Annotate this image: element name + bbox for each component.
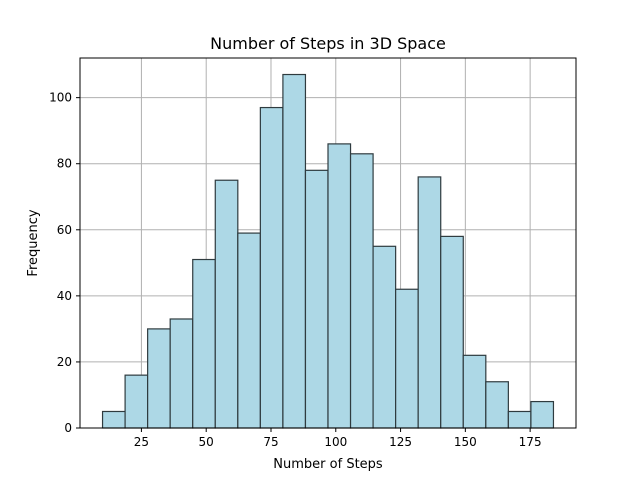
histogram-bar	[124, 374, 149, 429]
x-tick-label: 150	[454, 435, 477, 449]
histogram-bar	[169, 318, 194, 429]
x-tick-label: 100	[324, 435, 347, 449]
histogram-bar	[237, 232, 261, 429]
y-tick-label: 40	[57, 289, 72, 303]
x-tick-label: 50	[199, 435, 214, 449]
histogram-bar	[485, 381, 509, 429]
histogram-bar	[282, 73, 307, 429]
x-tick-label: 75	[263, 435, 278, 449]
histogram-bar	[147, 328, 171, 429]
x-axis-ticks: 25 50 75 100 125 150 175	[134, 428, 542, 449]
histogram-bar	[101, 410, 126, 429]
x-tick-label: 25	[134, 435, 149, 449]
x-tick-label: 125	[389, 435, 412, 449]
y-tick-label: 60	[57, 223, 72, 237]
histogram-bar	[259, 106, 284, 429]
y-axis-label: Frequency	[26, 209, 41, 276]
y-tick-label: 80	[57, 157, 72, 171]
y-tick-label: 100	[49, 91, 72, 105]
histogram-bar	[395, 288, 419, 429]
x-tick-label: 175	[519, 435, 542, 449]
chart-title: Number of Steps in 3D Space	[210, 34, 446, 53]
plot-frame	[79, 57, 577, 429]
histogram-bar	[507, 410, 532, 429]
histogram-bar	[417, 176, 442, 429]
histogram-bar	[462, 354, 487, 429]
histogram-bar	[440, 235, 464, 429]
y-tick-label: 0	[64, 421, 72, 435]
bars	[101, 73, 555, 429]
y-tick-label: 20	[57, 355, 72, 369]
histogram-bar	[214, 179, 239, 429]
x-axis-label: Number of Steps	[273, 457, 383, 472]
histogram-bar	[349, 153, 374, 429]
histogram-bar	[304, 169, 329, 429]
histogram-bar	[530, 400, 555, 429]
histogram-bar	[372, 245, 397, 429]
histogram-bar	[327, 143, 352, 429]
y-axis-ticks: 0 20 40 60 80 100	[49, 91, 80, 435]
histogram-bar	[192, 258, 216, 429]
